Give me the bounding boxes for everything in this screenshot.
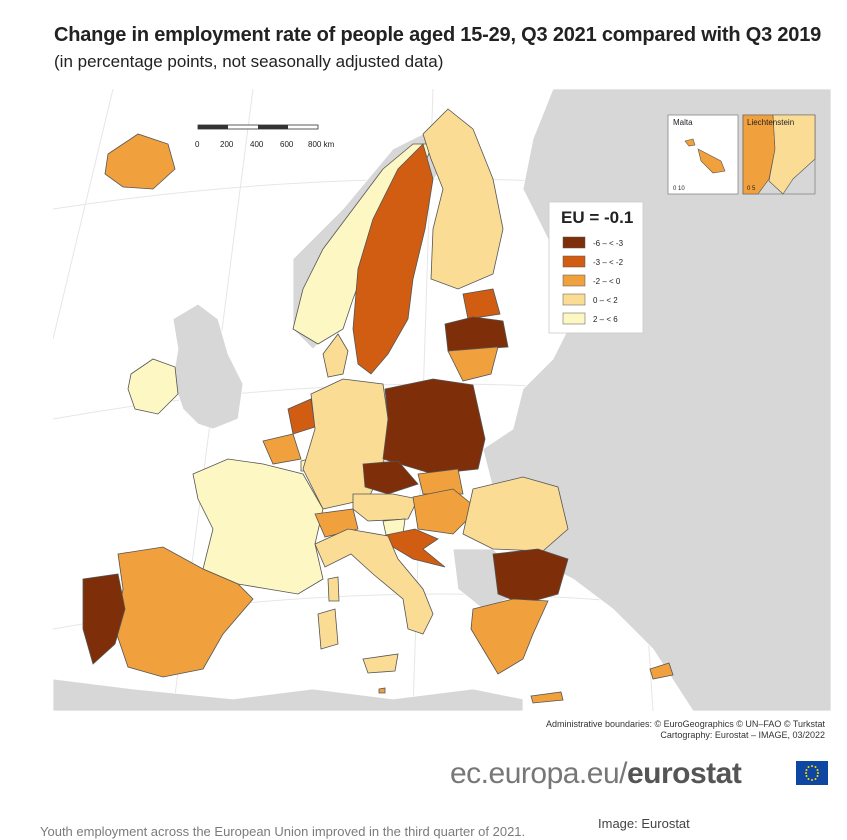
scale-tick: 400 <box>250 140 264 149</box>
scale-bar: 0 200 400 600 800 km <box>195 124 335 149</box>
credits-cartography: Cartography: Eurostat – IMAGE, 03/2022 <box>660 730 825 740</box>
malta-inset-scale: 0 10 <box>673 186 685 192</box>
region-italy <box>314 528 434 635</box>
region-greece <box>470 598 549 675</box>
region-latvia <box>444 316 509 352</box>
scale-tick: 600 <box>280 140 294 149</box>
region-sweden <box>352 143 434 375</box>
map-credits: Administrative boundaries: © EuroGeograp… <box>546 719 825 741</box>
eurostat-brand: ec.europa.eu/eurostat <box>450 757 742 791</box>
legend-label-5: 2 – < 6 <box>593 315 618 324</box>
region-malta <box>378 687 386 694</box>
image-credit: Image: Eurostat <box>598 816 690 831</box>
region-bulgaria <box>492 548 569 605</box>
region-ireland <box>127 358 179 415</box>
eu-flag-icon <box>796 761 828 785</box>
scale-tick: 800 km <box>308 140 335 149</box>
liechtenstein-inset: Liechtenstein 0 5 <box>742 114 816 195</box>
region-cyprus <box>649 662 674 680</box>
region-portugal <box>82 573 126 665</box>
credits-boundaries: Administrative boundaries: © EuroGeograp… <box>545 719 825 729</box>
malta-inset: Malta 0 10 <box>667 114 739 195</box>
legend-swatch-2 <box>562 255 586 268</box>
liechtenstein-inset-label: Liechtenstein <box>747 118 794 127</box>
region-austria <box>352 493 419 522</box>
region-sicily <box>362 653 399 674</box>
region-crete <box>530 691 564 704</box>
malta-inset-label: Malta <box>673 118 693 127</box>
map-subtitle: (in percentage points, not seasonally ad… <box>54 52 444 71</box>
legend-swatch-1 <box>562 236 586 249</box>
europe-choropleth-map: 0 200 400 600 800 km Malta 0 10 Liechten… <box>53 89 831 711</box>
legend-label-4: 0 – < 2 <box>593 296 618 305</box>
region-france <box>192 458 324 595</box>
region-finland <box>422 108 504 290</box>
legend-label-3: -2 – < 0 <box>593 277 621 286</box>
region-slovakia <box>417 468 464 495</box>
legend: EU = -0.1 -6 – < -3 -3 – < -2 -2 – < 0 0… <box>548 201 644 334</box>
legend-title: EU = -0.1 <box>561 208 633 227</box>
legend-swatch-4 <box>562 293 586 306</box>
region-romania <box>462 476 569 552</box>
region-netherlands <box>287 398 316 435</box>
region-lithuania <box>447 346 499 382</box>
region-estonia <box>462 288 501 320</box>
region-czechia <box>362 460 419 495</box>
region-croatia <box>385 528 446 568</box>
scale-tick: 0 <box>195 140 200 149</box>
region-denmark <box>322 333 349 378</box>
image-caption: Youth employment across the European Uni… <box>40 824 526 839</box>
region-corsica <box>327 576 340 602</box>
eu-countries <box>82 108 674 704</box>
region-sardinia <box>317 608 339 650</box>
legend-swatch-3 <box>562 274 586 287</box>
scale-tick: 200 <box>220 140 234 149</box>
brand-domain: ec.europa.eu/ <box>450 757 627 790</box>
region-belgium <box>262 433 302 465</box>
legend-label-2: -3 – < -2 <box>593 258 624 267</box>
map-title: Change in employment rate of people aged… <box>54 24 822 46</box>
legend-swatch-5 <box>562 312 586 325</box>
legend-label-1: -6 – < -3 <box>593 239 624 248</box>
region-poland <box>382 378 486 475</box>
region-iceland <box>104 133 176 190</box>
brand-name: eurostat <box>626 757 742 790</box>
liechtenstein-inset-scale: 0 5 <box>747 186 756 192</box>
